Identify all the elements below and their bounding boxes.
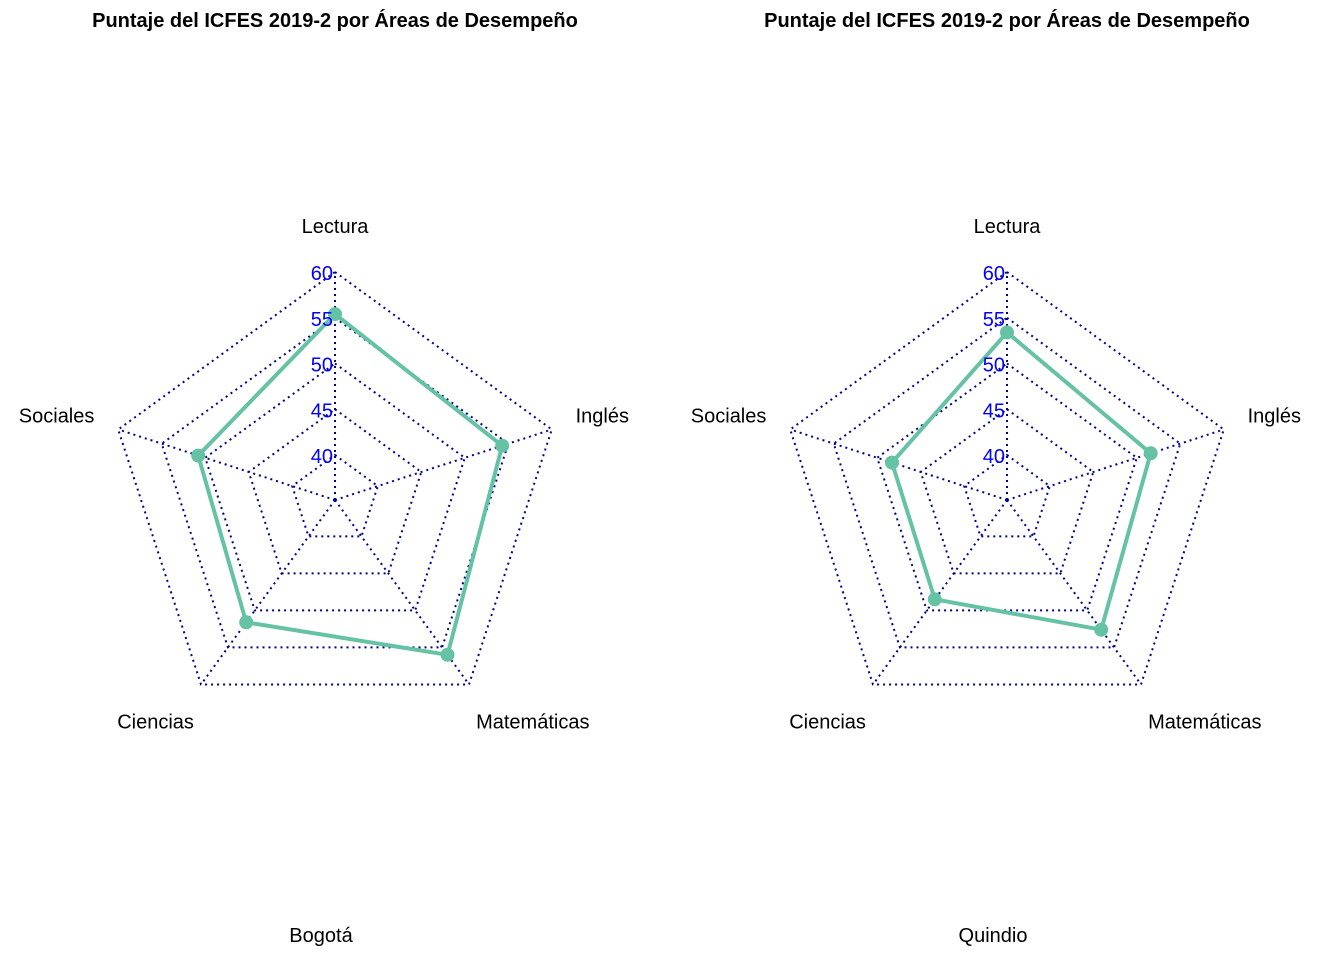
data-point-matematicas bbox=[440, 647, 455, 662]
data-point-lectura bbox=[328, 307, 342, 322]
tick-label-45: 45 bbox=[983, 400, 1005, 422]
spoke-ingles bbox=[1006, 428, 1225, 501]
chart-title: Puntaje del ICFES 2019-2 por Áreas de De… bbox=[92, 9, 578, 32]
spoke-matematicas bbox=[334, 499, 470, 686]
data-point-ingles bbox=[1143, 446, 1158, 461]
axis-label-ciencias: Ciencias bbox=[117, 712, 194, 734]
radar-panel-bogota: Puntaje del ICFES 2019-2 por Áreas de De… bbox=[19, 9, 629, 947]
series-line-quindio bbox=[890, 330, 1153, 632]
axis-label-ciencias: Ciencias bbox=[789, 712, 866, 734]
tick-label-50: 50 bbox=[311, 355, 333, 377]
data-point-sociales bbox=[885, 455, 899, 470]
axis-label-sociales: Sociales bbox=[19, 405, 95, 427]
data-point-ciencias bbox=[927, 592, 942, 607]
tick-label-60: 60 bbox=[311, 263, 333, 285]
grid-ring-55 bbox=[832, 316, 1182, 649]
spoke-ciencias bbox=[872, 499, 1008, 686]
chart-title: Puntaje del ICFES 2019-2 por Áreas de De… bbox=[764, 9, 1250, 32]
tick-label-55: 55 bbox=[983, 309, 1005, 331]
tick-label-50: 50 bbox=[983, 355, 1005, 377]
grid-ring-50 bbox=[204, 362, 466, 612]
tick-label-40: 40 bbox=[311, 446, 333, 468]
radar-panel-quindio: Puntaje del ICFES 2019-2 por Áreas de De… bbox=[691, 9, 1301, 947]
series-line-bogota bbox=[196, 312, 505, 657]
grid-ring-55 bbox=[160, 316, 510, 649]
chart-caption-quindio: Quindio bbox=[959, 925, 1028, 947]
grid-ring-45 bbox=[919, 408, 1095, 575]
axis-label-ingles: Inglés bbox=[1248, 405, 1301, 427]
grid-ring-50 bbox=[876, 362, 1138, 612]
grid-ring-60 bbox=[117, 270, 553, 686]
grid-ring-40 bbox=[291, 453, 379, 538]
grid-ring-60 bbox=[789, 270, 1225, 686]
axis-label-matematicas: Matemáticas bbox=[1148, 712, 1261, 734]
data-point-ciencias bbox=[239, 615, 254, 630]
tick-label-60: 60 bbox=[983, 263, 1005, 285]
data-point-lectura bbox=[1000, 325, 1014, 340]
tick-label-55: 55 bbox=[311, 309, 333, 331]
spoke-ingles bbox=[334, 428, 553, 501]
data-point-ingles bbox=[495, 438, 510, 453]
spoke-sociales bbox=[789, 428, 1008, 501]
spoke-matematicas bbox=[1006, 499, 1142, 686]
data-point-sociales bbox=[191, 448, 206, 463]
spoke-ciencias bbox=[200, 499, 336, 686]
data-point-matematicas bbox=[1094, 622, 1109, 637]
axis-label-matematicas: Matemáticas bbox=[476, 712, 589, 734]
axis-label-sociales: Sociales bbox=[691, 405, 767, 427]
grid-ring-45 bbox=[247, 408, 423, 575]
chart-caption-bogota: Bogotá bbox=[289, 925, 353, 947]
grid-ring-40 bbox=[963, 453, 1051, 538]
axis-label-ingles: Inglés bbox=[576, 405, 629, 427]
tick-label-40: 40 bbox=[983, 446, 1005, 468]
axis-label-lectura: Lectura bbox=[974, 216, 1042, 238]
spoke-sociales bbox=[117, 428, 336, 501]
tick-label-45: 45 bbox=[311, 400, 333, 422]
axis-label-lectura: Lectura bbox=[302, 216, 370, 238]
